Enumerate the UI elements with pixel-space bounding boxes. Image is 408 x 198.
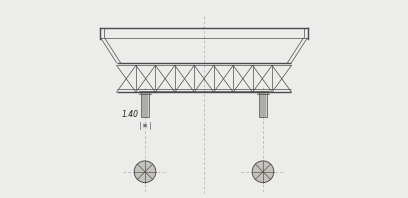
Circle shape [252,161,274,183]
Bar [259,92,267,117]
Text: 1.40: 1.40 [121,110,138,119]
Bar [141,92,149,117]
Circle shape [134,161,156,183]
